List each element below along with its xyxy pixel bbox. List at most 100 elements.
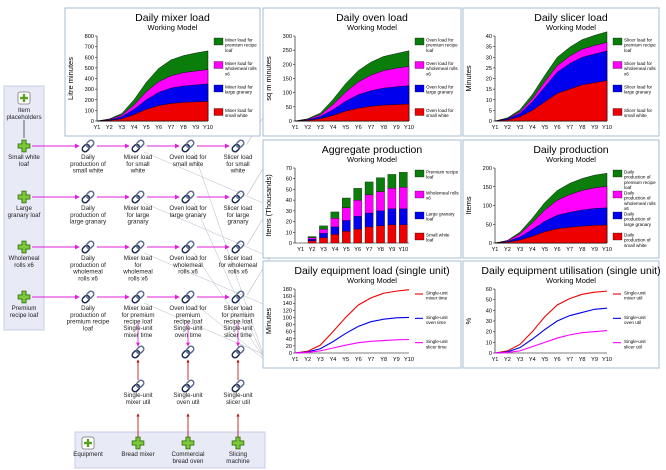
large-granary-daily-link-icon[interactable] — [81, 190, 95, 204]
chart-aggregate-legend-swatch-1 — [414, 211, 425, 220]
equipment-placeholder-icon[interactable] — [81, 436, 95, 450]
chart-oven-legend-swatch-1 — [414, 84, 425, 93]
item-placeholders-icon[interactable] — [17, 91, 31, 105]
chart-aggregate-ytick-label: 50 — [286, 187, 292, 193]
chart-slicer-xtick-label: Y8 — [579, 125, 586, 131]
chart-slicer-legend-swatch-3 — [612, 37, 623, 46]
single-time-2-icon[interactable] — [231, 345, 245, 359]
large-granary-item-icon[interactable] — [17, 190, 31, 204]
chart-oven-legend-label-3: Oven load for premium recipe loaf — [426, 38, 458, 53]
chart-equip-load-xtick-label: Y6 — [355, 357, 362, 363]
equipment-1-icon[interactable] — [181, 436, 195, 450]
chart-aggregate-bar-2-8 — [387, 188, 397, 209]
chart-oven-xtick-label: Y2 — [304, 125, 311, 131]
chart-aggregate-xtick-label: Y4 — [331, 247, 338, 253]
wholemeal-daily-link-icon[interactable] — [81, 240, 95, 254]
chart-mixer-xtick-label: Y4 — [131, 125, 138, 131]
chart-mixer-xtick-label: Y3 — [118, 125, 125, 131]
chart-mixer-legend-label-3: Mixer load for premium recipe loaf — [225, 38, 257, 53]
chart-mixer-legend-label-0: Mixer load for small white — [225, 108, 253, 118]
equipment-2-icon[interactable] — [231, 436, 245, 450]
chart-equip-util-ytick-label: 30 — [486, 319, 492, 325]
chart-aggregate-bar-0-3 — [330, 234, 340, 244]
link-small-white-chart-c — [193, 151, 266, 361]
chart-mixer-legend-swatch-2 — [213, 61, 224, 69]
link-large-granary-chart-b — [143, 202, 271, 258]
premium-mixer-link-icon[interactable] — [131, 290, 145, 304]
chart-slicer-legend-swatch-1 — [612, 84, 623, 93]
chart-oven-xtick-label: Y4 — [330, 125, 337, 131]
chart-slicer-series-0 — [494, 80, 608, 122]
single-time-0-icon[interactable] — [131, 345, 145, 359]
chart-equip-load-line-0 — [294, 289, 410, 354]
single-time-1-icon[interactable] — [181, 345, 195, 359]
single-time-0-label: Single-unit mixer time — [123, 325, 153, 339]
chart-aggregate-bar-0-5 — [353, 228, 362, 244]
chart-equip-util-ytick-label: 0 — [489, 351, 492, 357]
chart-production-xtick-label: Y5 — [541, 247, 548, 253]
chart-production-legend-label-2: Daily production of wholemeal rolls x6 — [624, 191, 656, 212]
chart-equip-util[interactable]: Daily equipment utilisation (single unit… — [462, 260, 661, 369]
chart-aggregate-ytick-label: 20 — [286, 220, 292, 226]
chart-aggregate-ytick-label: 60 — [286, 177, 292, 183]
chart-slicer-ytick-label: 25 — [486, 66, 492, 72]
chart-mixer-legend-label-2: Mixer load for wholemeal rolls x6 — [225, 61, 257, 76]
large-granary-slicer-label: Slicer load for large granary — [224, 205, 253, 226]
chart-slicer-ytick-label: 15 — [486, 87, 492, 93]
chart-slicer-ytick-label: 30 — [486, 55, 492, 61]
chart-mixer-ytick-label: 100 — [85, 108, 94, 114]
wholemeal-slicer-link-icon[interactable] — [231, 240, 245, 254]
chart-oven-legend-label-0: Oven load for small white — [426, 108, 454, 118]
chart-equip-load-xtick-label: Y2 — [304, 357, 311, 363]
chart-oven-legend-swatch-3 — [414, 37, 425, 46]
wholemeal-item-icon[interactable] — [17, 240, 31, 254]
single-util-1-icon[interactable] — [181, 379, 195, 393]
chart-equip-util-xtick-label: Y9 — [591, 357, 598, 363]
chart-mixer-legend-label-1: Mixer load for large granary — [225, 85, 253, 95]
premium-daily-label: Daily production of premium recipe loaf — [67, 305, 110, 332]
wholemeal-mixer-link-icon[interactable] — [131, 240, 145, 254]
chart-aggregate-xtick-label: Y8 — [377, 247, 384, 253]
chart-equip-util-line-2 — [494, 330, 608, 354]
chart-equip-load-frame — [262, 260, 462, 369]
equipment-0-icon[interactable] — [131, 436, 145, 450]
small-white-daily-link-icon[interactable] — [81, 139, 95, 153]
chart-aggregate-bar-1-9 — [399, 208, 408, 225]
small-white-slicer-link-icon[interactable] — [231, 139, 245, 153]
large-granary-mixer-link-icon[interactable] — [131, 190, 145, 204]
wholemeal-oven-label: Oven load for wholemeal rolls x6 — [169, 255, 206, 276]
chart-equip-load-xtick-label: Y1 — [292, 357, 299, 363]
small-white-oven-link-icon[interactable] — [181, 139, 195, 153]
chart-production-xtick-label: Y10 — [602, 247, 612, 253]
small-white-mixer-link-icon[interactable] — [131, 139, 145, 153]
chart-aggregate-bar-1-8 — [387, 208, 397, 225]
chart-oven-legend-label-1: Oven load for large granary — [426, 85, 454, 95]
link-premium-chart-b — [143, 302, 271, 358]
wholemeal-daily-label: Daily production of wholemeal rolls x6 — [70, 255, 106, 282]
premium-daily-link-icon[interactable] — [81, 290, 95, 304]
premium-slicer-link-icon[interactable] — [231, 290, 245, 304]
chart-slicer-legend-label-1: Slicer load for large granary — [624, 85, 653, 95]
wholemeal-oven-link-icon[interactable] — [181, 240, 195, 254]
premium-item-icon[interactable] — [17, 290, 31, 304]
equipment-2-label: Slicing machine — [226, 451, 250, 465]
large-granary-oven-link-icon[interactable] — [181, 190, 195, 204]
premium-oven-link-icon[interactable] — [181, 290, 195, 304]
chart-equip-load[interactable]: Daily equipment load (single unit)Workin… — [262, 260, 462, 369]
small-white-item-icon[interactable] — [17, 139, 31, 153]
single-util-2-icon[interactable] — [231, 379, 245, 393]
chart-aggregate-bar-0-8 — [387, 224, 397, 244]
chart-aggregate-legend-label-2: Wholemeal rolls x6 — [426, 191, 459, 201]
chart-equip-load-ytick-label: 20 — [286, 344, 292, 350]
chart-equip-util-xtick-label: Y3 — [516, 357, 523, 363]
chart-aggregate-subtitle: Working Model — [347, 155, 397, 164]
chart-mixer-subtitle: Working Model — [148, 23, 198, 32]
single-util-0-icon[interactable] — [131, 379, 145, 393]
large-granary-slicer-link-icon[interactable] — [231, 190, 245, 204]
